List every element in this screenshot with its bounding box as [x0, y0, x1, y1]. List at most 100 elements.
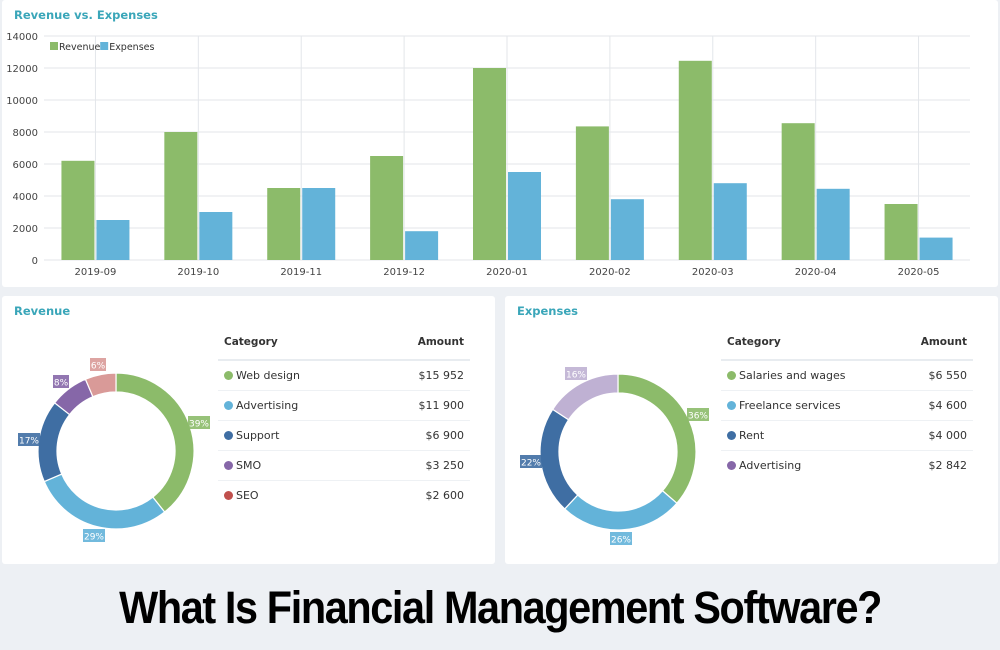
legend-label-revenue[interactable]: Revenue [59, 42, 101, 53]
table-header-row: Category Amount [218, 332, 470, 361]
donut-slice[interactable] [617, 373, 697, 505]
x-tick-label: 2019-12 [383, 267, 425, 278]
category-header: Category [218, 332, 370, 361]
percent-label-bg [565, 367, 587, 380]
revenue-bar[interactable] [370, 156, 404, 260]
expenses-panel: Expenses 36% 26% 22% 16% Category Amount Sa… [505, 296, 998, 564]
revenue-panel: Revenue 39% 29% 17% 8% 6% Category Amount We… [2, 296, 495, 564]
expenses-bar[interactable] [302, 188, 336, 260]
category-label: SMO [236, 459, 262, 472]
table-row[interactable]: SEO $2 600 [218, 481, 470, 511]
donut-slice[interactable] [84, 372, 117, 398]
donut-slice[interactable] [539, 408, 579, 510]
category-label: Advertising [236, 399, 299, 412]
y-tick-label: 0 [32, 256, 38, 267]
expenses-bar[interactable] [199, 212, 233, 260]
revenue-bar[interactable] [678, 60, 712, 260]
y-tick-label: 4000 [13, 192, 38, 203]
revenue-bar[interactable] [884, 204, 918, 260]
y-tick-label: 14000 [6, 32, 38, 43]
category-header: Category [721, 332, 896, 361]
expenses-bar[interactable] [919, 237, 953, 260]
y-tick-label: 6000 [13, 160, 38, 171]
bar-chart: 0 2000 4000 6000 8000 10000 12000 14000 2019-09 2… [6, 32, 970, 278]
revenue-bar[interactable] [61, 160, 95, 260]
expenses-bar[interactable] [713, 183, 747, 260]
expenses-table: Category Amount Salaries and wages $6 550… [721, 332, 973, 480]
donut-slice[interactable] [563, 489, 678, 531]
percent-label-bg [18, 433, 40, 446]
revenue-vs-expenses-panel: Revenue vs. Expenses 0 2000 4000 6000 8000 10… [2, 0, 998, 287]
amount-cell: $4 600 [895, 390, 973, 421]
donut-slice[interactable] [37, 401, 71, 483]
revenue-bar[interactable] [473, 68, 506, 260]
revenue-bar[interactable] [267, 188, 301, 260]
amount-cell: $6 900 [369, 420, 470, 451]
legend-swatch [100, 42, 109, 50]
expenses-bar[interactable] [816, 188, 850, 260]
table-row[interactable]: Salaries and wages $6 550 [721, 360, 973, 391]
category-cell: SMO [218, 450, 370, 481]
table-row[interactable]: Advertising $2 842 [721, 451, 973, 481]
revenue-bar[interactable] [164, 132, 198, 260]
percent-label-bg [83, 529, 105, 542]
table-row[interactable]: Advertising $11 900 [218, 390, 470, 421]
x-tick-label: 2019-10 [177, 267, 219, 278]
revenue-panel-title: Revenue [14, 304, 71, 318]
table-row[interactable]: Rent $4 000 [721, 420, 973, 451]
color-dot-icon [727, 461, 736, 470]
category-label: Support [236, 429, 280, 442]
percent-label: 17% [19, 437, 39, 447]
expenses-bar[interactable] [405, 231, 439, 260]
revenue-bar[interactable] [575, 126, 609, 261]
category-cell: Salaries and wages [721, 360, 896, 391]
category-label: Web design [236, 369, 300, 382]
table-header-row: Category Amount [721, 332, 973, 361]
donut-slice[interactable] [43, 473, 166, 530]
percent-label-bg [53, 375, 69, 388]
bar-chart-title: Revenue vs. Expenses [14, 8, 158, 22]
y-tick-label: 10000 [6, 96, 38, 107]
percent-label: 39% [189, 420, 209, 430]
legend-label-expenses[interactable]: Expenses [109, 42, 154, 53]
revenue-donut-chart: 39% 29% 17% 8% 6% [18, 358, 210, 543]
percent-label: 16% [566, 371, 586, 381]
expenses-bar[interactable] [96, 220, 130, 260]
color-dot-icon [727, 371, 736, 380]
category-label: Rent [739, 429, 765, 442]
amount-cell: $2 600 [425, 489, 465, 502]
percent-label: 8% [54, 379, 69, 389]
x-tick-label: 2020-01 [486, 267, 528, 278]
table-row[interactable]: Web design $15 952 [218, 360, 470, 391]
category-cell: Rent [721, 420, 896, 451]
donut-slice[interactable] [551, 373, 619, 421]
x-tick-label: 2020-03 [692, 267, 734, 278]
expenses-donut-chart: 36% 26% 22% 16% [520, 367, 709, 546]
amount-cell: $4 000 [895, 420, 973, 451]
category-cell: Freelance services [721, 390, 896, 421]
headline: What Is Financial Management Software? [119, 581, 882, 633]
table-row[interactable]: Support $6 900 [218, 420, 470, 451]
amount-cell: $2 842 [928, 459, 968, 472]
percent-label: 36% [688, 412, 708, 422]
x-tick-label: 2020-05 [898, 267, 940, 278]
table-row[interactable]: Freelance services $4 600 [721, 390, 973, 421]
percent-label: 26% [611, 536, 631, 546]
color-dot-icon [224, 491, 233, 500]
expenses-bar[interactable] [610, 199, 644, 260]
amount-cell: $6 550 [895, 360, 973, 391]
category-cell: SEO [218, 481, 370, 511]
donut-slice[interactable] [115, 372, 195, 513]
revenue-bar[interactable] [781, 123, 815, 260]
expenses-bar[interactable] [508, 172, 541, 260]
table-row[interactable]: SMO $3 250 [218, 450, 470, 481]
y-tick-label: 8000 [13, 128, 38, 139]
color-dot-icon [224, 401, 233, 410]
percent-label-bg [188, 416, 210, 429]
category-cell: Advertising [721, 451, 895, 481]
footer-banner: What Is Financial Management Software? [0, 565, 1000, 650]
color-dot-icon [727, 401, 736, 410]
amount-cell: $3 250 [369, 450, 470, 481]
y-tick-label: 12000 [6, 64, 38, 75]
percent-label-bg [610, 532, 632, 545]
